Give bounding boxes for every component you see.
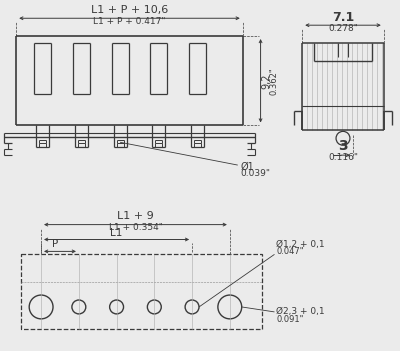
Text: 0.047": 0.047"	[276, 247, 304, 256]
Text: Ø2,3 + 0,1: Ø2,3 + 0,1	[276, 307, 325, 316]
Text: 0.116": 0.116"	[328, 153, 358, 162]
Text: L1 + 0.354": L1 + 0.354"	[108, 223, 162, 232]
Text: 0.278": 0.278"	[328, 24, 358, 33]
Text: L1: L1	[110, 227, 123, 238]
Text: L1 + 9: L1 + 9	[117, 211, 154, 221]
Bar	[21, 254, 262, 329]
Text: 0.039": 0.039"	[241, 169, 271, 178]
Text: L1 + P + 10,6: L1 + P + 10,6	[91, 5, 168, 15]
Text: L1 + P + 0.417": L1 + P + 0.417"	[93, 17, 166, 26]
Text: Ø1: Ø1	[241, 162, 254, 172]
Text: 7.1: 7.1	[332, 11, 354, 24]
Bar	[314, 43, 372, 61]
Text: 9,2: 9,2	[262, 73, 272, 88]
Text: 3: 3	[338, 139, 348, 153]
Text: P: P	[52, 239, 58, 250]
Text: Ø1,2 + 0,1: Ø1,2 + 0,1	[276, 240, 325, 250]
Text: 0.362": 0.362"	[270, 67, 279, 94]
Text: 0.091": 0.091"	[276, 315, 304, 324]
